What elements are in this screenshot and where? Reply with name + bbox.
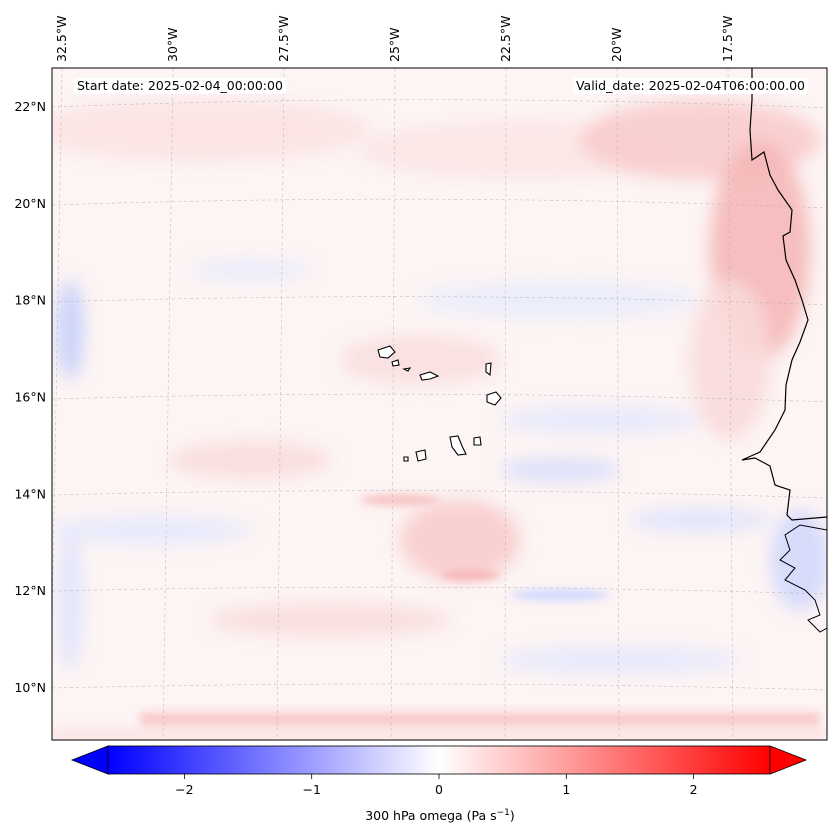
valid-date-label: Valid_date: 2025-02-04T06:00:00.00 bbox=[572, 78, 808, 94]
lat-tick-label: 10°N bbox=[14, 680, 46, 695]
colorbar-tick-label: 0 bbox=[435, 782, 443, 797]
colorbar-tick-label: 1 bbox=[562, 782, 570, 797]
field-streaks bbox=[52, 494, 827, 740]
lon-tick-label: 30°W bbox=[165, 27, 180, 62]
lat-tick-label: 22°N bbox=[14, 99, 46, 114]
lat-tick-label: 16°N bbox=[14, 390, 46, 405]
lat-tick-label: 12°N bbox=[14, 583, 46, 598]
island-fogo bbox=[415, 449, 427, 462]
island-sao-nicolau bbox=[419, 371, 440, 381]
start-date-label: Start date: 2025-02-04_00:00:00 bbox=[74, 78, 286, 94]
gridlines bbox=[52, 68, 827, 740]
map-frame bbox=[51, 67, 828, 741]
island-brava bbox=[403, 456, 409, 462]
island-maio bbox=[473, 436, 482, 446]
colorbar-gradient bbox=[107, 745, 771, 775]
colorbar-tick-label: −2 bbox=[175, 782, 193, 797]
colorbar-extend-max bbox=[769, 745, 808, 775]
colorbar-title-main: 300 hPa omega (Pa s bbox=[365, 808, 497, 824]
lon-tick-label: 27.5°W bbox=[276, 16, 291, 62]
longitude-tick-labels: 32.5°W 30°W 27.5°W 25°W 22.5°W 20°W 17.5°W bbox=[54, 16, 735, 62]
colorbar-tick-label: 2 bbox=[690, 782, 698, 797]
coastline-senegal-south bbox=[779, 524, 827, 633]
lon-tick-label: 20°W bbox=[609, 27, 624, 62]
lon-tick-label: 22.5°W bbox=[498, 16, 513, 62]
colorbar-title-exponent: −1 bbox=[496, 808, 510, 818]
colorbar-title-close: ) bbox=[509, 808, 515, 824]
colorbar-ticks: −2 −1 0 1 2 bbox=[175, 774, 698, 797]
lon-tick-label: 25°W bbox=[387, 27, 402, 62]
colorbar-tick-label: −1 bbox=[302, 782, 320, 797]
lon-tick-label: 32.5°W bbox=[54, 16, 69, 62]
colorbar: −2 −1 0 1 2 bbox=[70, 745, 808, 797]
lat-tick-label: 20°N bbox=[14, 196, 46, 211]
lon-tick-label: 17.5°W bbox=[720, 16, 735, 62]
colorbar-title: 300 hPa omega (Pa s−1) bbox=[0, 808, 837, 823]
omega-field bbox=[52, 68, 827, 740]
island-boa-vista bbox=[486, 391, 502, 406]
island-sao-vicente bbox=[391, 359, 400, 367]
field-blobs bbox=[52, 100, 827, 674]
colorbar-extend-min bbox=[70, 745, 109, 775]
island-sal bbox=[485, 362, 492, 377]
island-santiago bbox=[449, 435, 467, 456]
lat-tick-label: 14°N bbox=[14, 486, 46, 501]
island-santa-luzia bbox=[402, 367, 412, 372]
lat-tick-label: 18°N bbox=[14, 293, 46, 308]
cape-verde-islands bbox=[377, 345, 502, 462]
island-santo-antao bbox=[377, 345, 396, 359]
latitude-tick-labels: 22°N 20°N 18°N 16°N 14°N 12°N 10°N bbox=[14, 99, 46, 695]
coastline-west-africa bbox=[741, 68, 827, 521]
